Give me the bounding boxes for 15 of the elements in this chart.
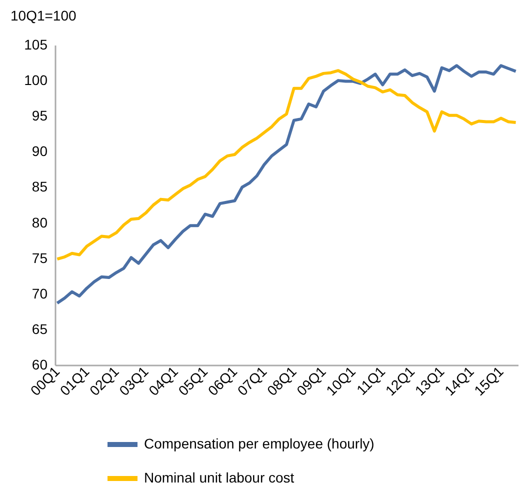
y-tick-label: 70 bbox=[32, 285, 48, 302]
y-tick-label: 95 bbox=[32, 108, 48, 124]
y-axis-title: 10Q1=100 bbox=[10, 8, 76, 24]
line-series bbox=[56, 69, 518, 261]
y-tick-label: 85 bbox=[32, 178, 48, 195]
legend-label: Nominal unit labour cost bbox=[144, 470, 294, 486]
line-series bbox=[56, 64, 518, 305]
y-tick-label: 60 bbox=[32, 356, 48, 372]
y-tick-label: 65 bbox=[32, 320, 48, 337]
legend-label: Compensation per employee (hourly) bbox=[144, 436, 374, 452]
y-tick-label: 75 bbox=[32, 250, 48, 266]
y-tick-label: 100 bbox=[24, 72, 48, 88]
y-tick-label: 105 bbox=[24, 36, 48, 52]
y-tick-label: 90 bbox=[32, 143, 48, 160]
y-tick-label: 80 bbox=[32, 214, 48, 230]
